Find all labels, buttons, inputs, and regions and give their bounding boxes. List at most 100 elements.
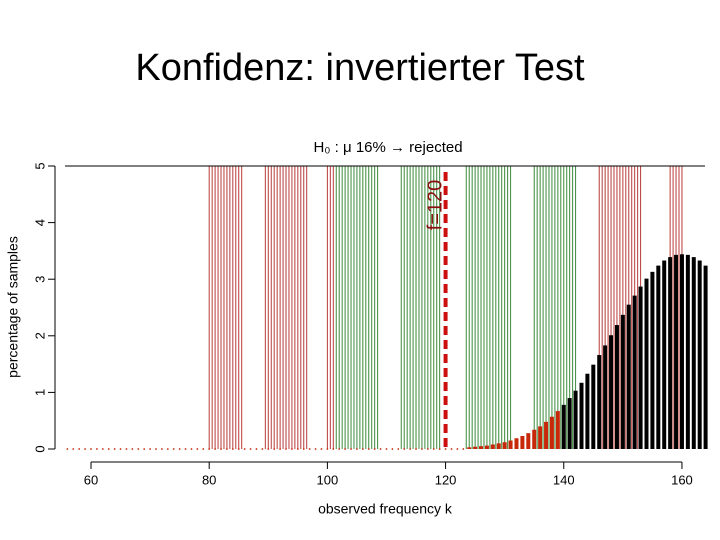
bar (314, 448, 317, 450)
bar (409, 448, 412, 450)
x-tick-label: 160 (671, 472, 693, 487)
bar (172, 448, 175, 450)
bar (84, 448, 86, 450)
bar (620, 314, 625, 449)
bar (190, 448, 193, 450)
bar (291, 448, 293, 450)
bar (555, 411, 560, 449)
bar (397, 448, 400, 450)
chart-title: H₀ : μ 16% → rejected (313, 139, 462, 156)
bar (178, 448, 181, 450)
bar (261, 448, 264, 450)
bar (567, 398, 572, 449)
bar (691, 257, 696, 449)
bar (373, 448, 376, 450)
bar (585, 373, 590, 449)
bar (332, 448, 335, 450)
bar (573, 390, 578, 449)
bar (444, 448, 447, 450)
y-axis-label: percentage of samples (5, 236, 21, 378)
bar (668, 257, 673, 449)
x-tick-label: 60 (84, 472, 98, 487)
bar (697, 260, 702, 449)
bar (609, 335, 614, 449)
y-tick-label: 5 (32, 162, 47, 169)
y-tick-label: 0 (32, 445, 47, 452)
x-tick-label: 140 (553, 472, 575, 487)
bar (96, 448, 98, 450)
bar (273, 448, 276, 450)
bar (662, 260, 667, 449)
y-tick-label: 2 (32, 332, 47, 339)
bar (379, 448, 382, 450)
bar (72, 448, 75, 450)
bar (226, 448, 228, 450)
y-tick-label: 4 (32, 219, 47, 226)
bar (438, 448, 441, 450)
x-tick-label: 80 (202, 472, 216, 487)
bar (532, 429, 537, 449)
bar (279, 448, 282, 450)
bar (591, 364, 596, 449)
bar (196, 448, 199, 450)
bar (214, 448, 217, 450)
bar (255, 448, 258, 450)
bar (131, 448, 134, 450)
bar (220, 448, 222, 450)
bar (367, 448, 370, 450)
bar (107, 448, 110, 450)
slide-title: Konfidenz: invertierter Test (135, 47, 585, 89)
bar (113, 448, 116, 450)
bar (78, 448, 81, 450)
bar (385, 448, 388, 450)
bar (231, 448, 234, 450)
bar (484, 445, 489, 449)
bar (479, 446, 484, 449)
bar (344, 448, 347, 450)
bar (490, 444, 495, 449)
bar (432, 448, 435, 450)
bar (603, 345, 608, 449)
bar (338, 448, 341, 450)
bar (632, 295, 637, 449)
bar (202, 448, 205, 450)
bar (285, 448, 287, 450)
bar (538, 426, 543, 449)
bar (66, 448, 69, 450)
bar (549, 416, 554, 449)
bar (496, 443, 501, 449)
bar (90, 448, 92, 450)
bar (426, 448, 429, 450)
bar (597, 355, 602, 449)
bar (462, 448, 465, 450)
bar (267, 448, 270, 450)
bar (415, 448, 417, 450)
bar (101, 448, 104, 450)
bar (685, 254, 690, 449)
bar (296, 448, 299, 450)
bar (161, 448, 163, 450)
bar (125, 448, 128, 450)
reference-label: f=120 (424, 180, 446, 231)
bar (456, 448, 459, 450)
bar (302, 448, 305, 450)
bar (644, 278, 649, 449)
bar (656, 265, 661, 449)
bar (650, 271, 655, 449)
bar (326, 448, 329, 450)
bar (508, 440, 513, 449)
bar (391, 448, 394, 450)
bar (674, 254, 679, 449)
bar (421, 448, 423, 450)
bar (308, 448, 311, 450)
x-tick-label: 120 (435, 472, 457, 487)
bar (361, 448, 364, 450)
bar (467, 447, 472, 449)
bar (208, 448, 211, 450)
bar (526, 433, 531, 449)
bar (237, 448, 240, 450)
bar (520, 435, 525, 449)
bar (638, 286, 643, 449)
bar (149, 448, 151, 450)
